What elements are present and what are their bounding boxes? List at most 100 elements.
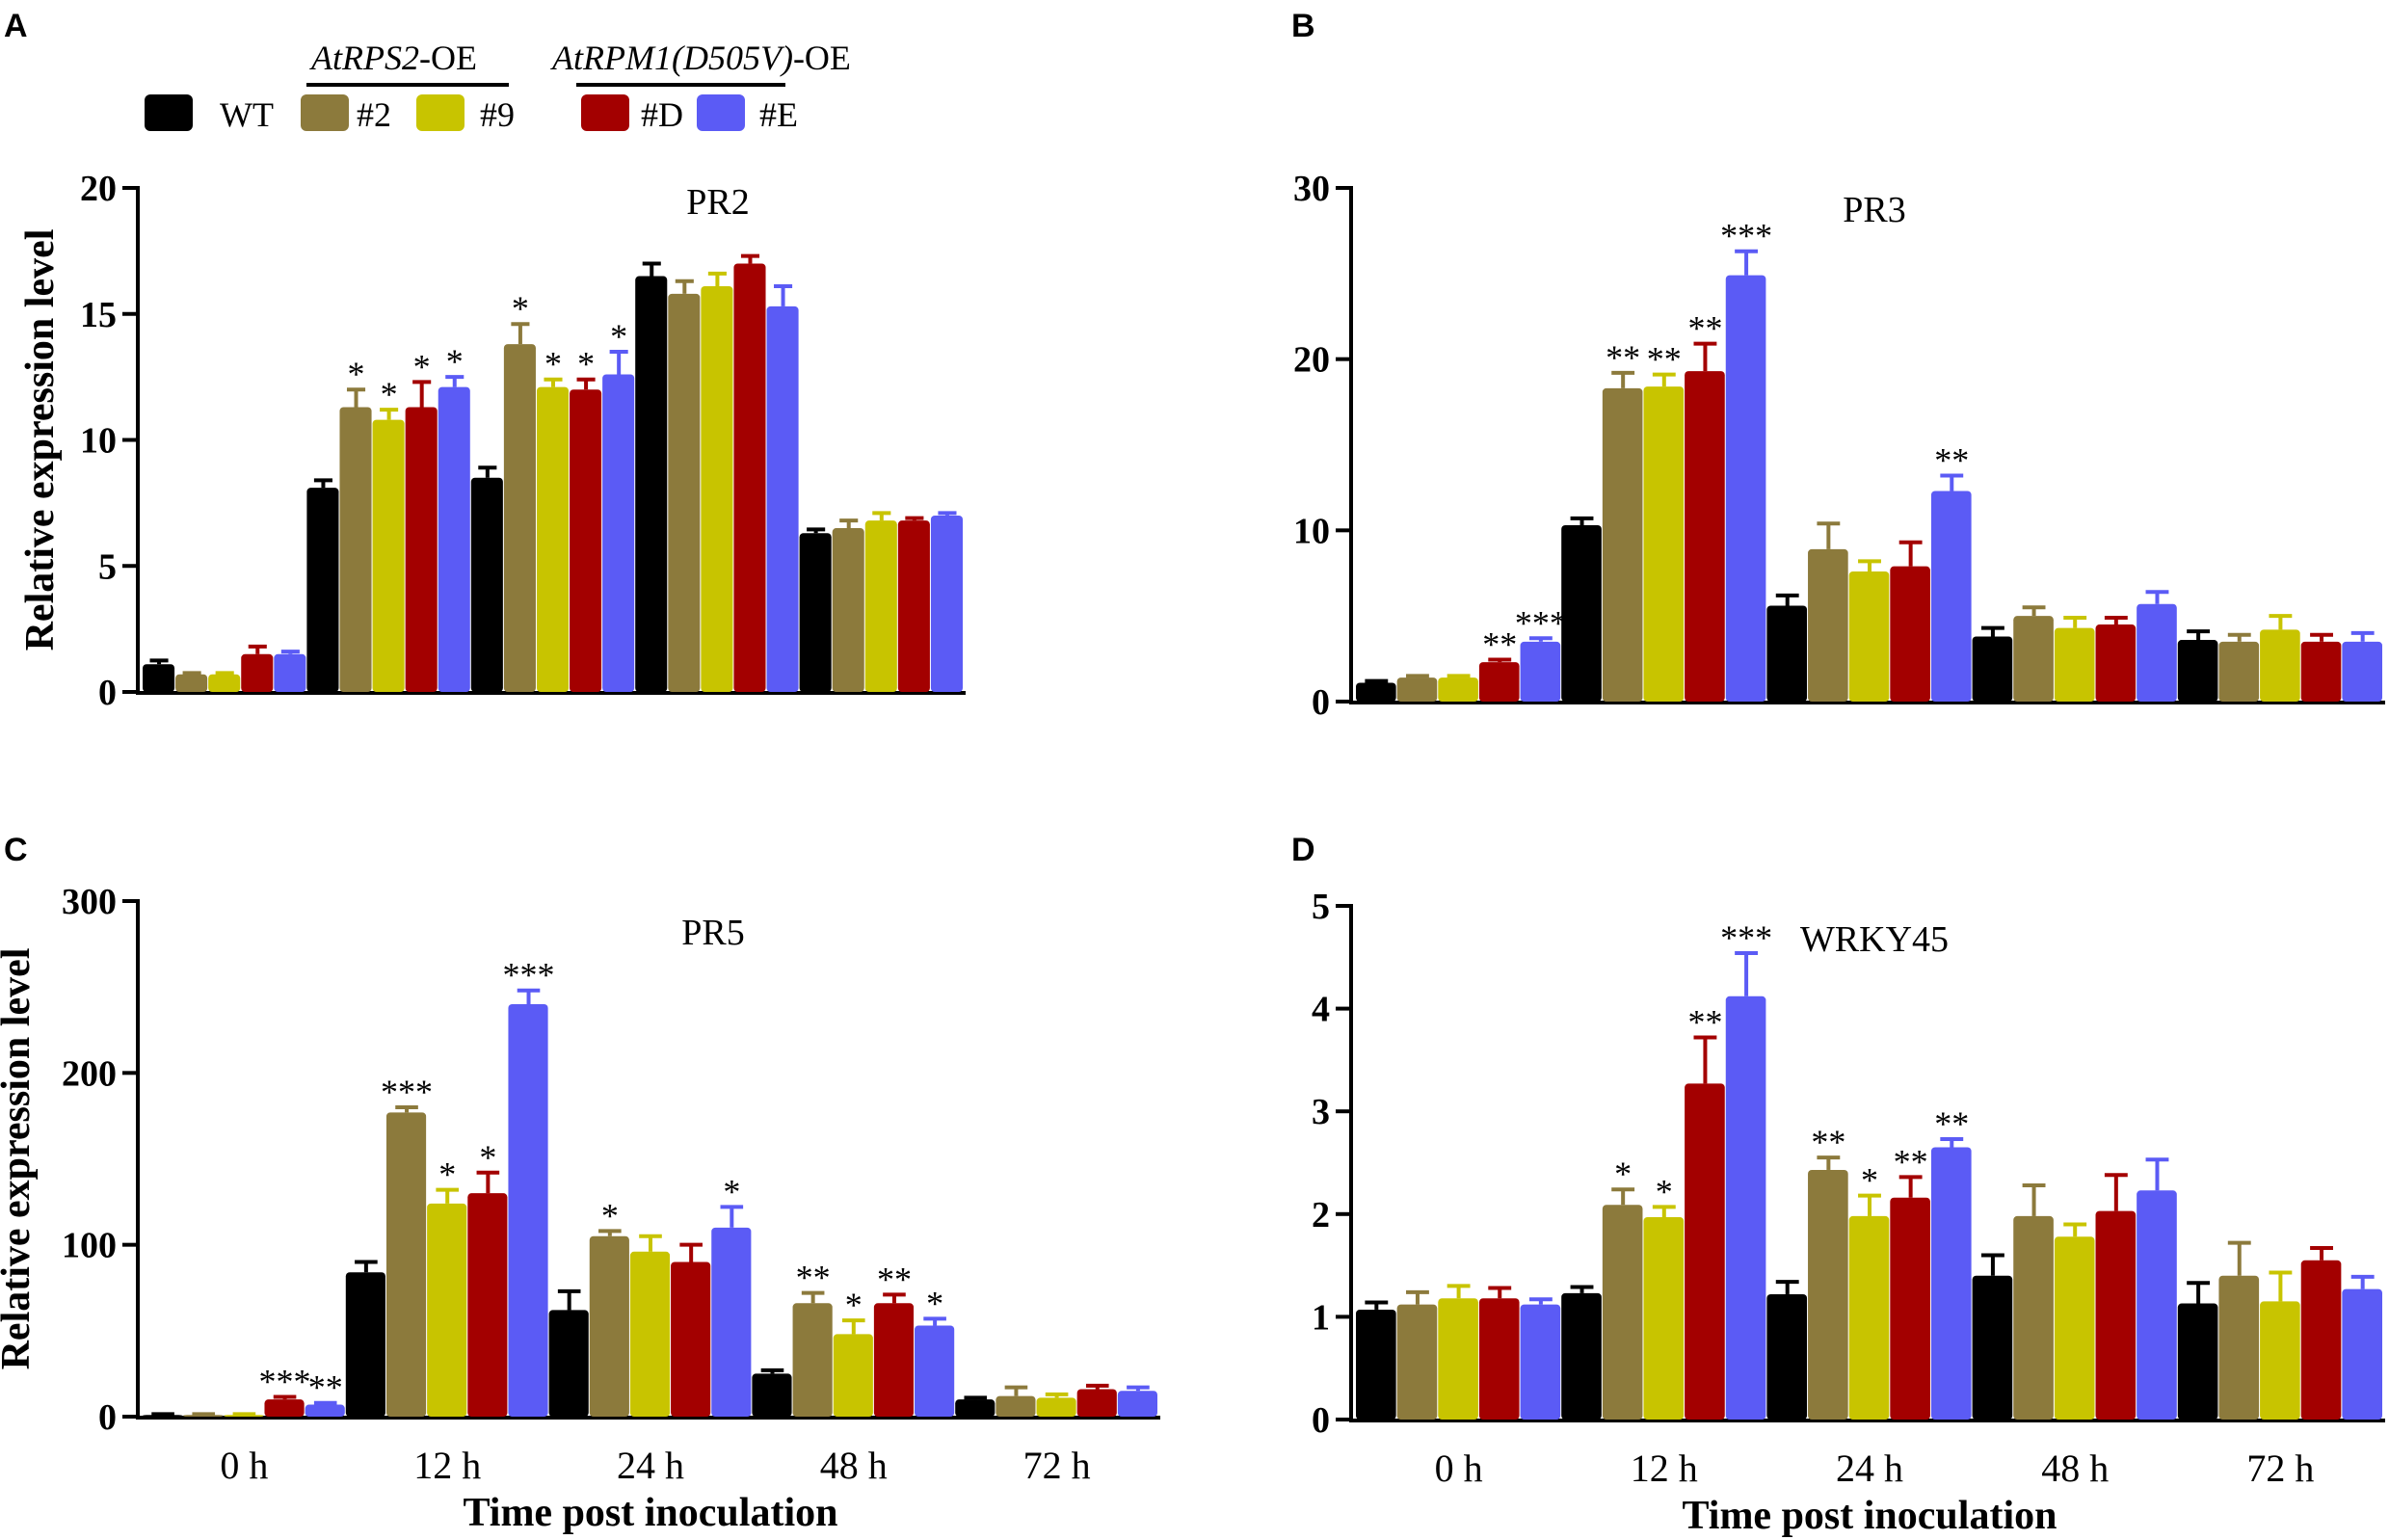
significance-label: * [446,342,464,381]
bar [405,407,438,692]
bar [1890,566,1930,702]
panel-a: A PR2 0 5 10 15 20 Relative expression level * * *… [4,8,966,713]
significance-label: ** [1687,1002,1722,1041]
legend-group-title-rpm1-suffix: -OE [793,39,851,77]
significance-label: * [479,1138,496,1177]
bar [385,1112,427,1417]
legend-group-title-rpm1-italic: AtRPM1(D505V) [550,39,793,77]
bar [832,528,864,692]
significance-label: ** [1894,1142,1928,1181]
significance-label: * [926,1284,943,1322]
bar [274,653,306,692]
bar [915,1325,955,1417]
bar [2095,1210,2137,1420]
bar [372,419,405,692]
significance-label: *** [381,1073,433,1111]
significance-label: ** [1606,338,1640,377]
y-tick-label: 10 [1293,511,1330,551]
bar [143,664,175,692]
significance-label: ** [1687,309,1722,348]
significance-label: ** [1647,340,1682,379]
bar [995,1395,1036,1417]
bar [1643,1216,1685,1420]
bar [438,386,470,692]
legend-swatch-1 [301,94,349,131]
x-axis-label: Time post inoculation [464,1491,838,1535]
bar [873,1303,915,1417]
significance-label: * [1614,1155,1632,1193]
bar [1117,1391,1157,1417]
bar [2300,1260,2342,1420]
significance-label: ** [1934,1104,1969,1143]
bar [339,407,372,692]
bar [2095,624,2137,702]
x-tick-label: 72 h [2246,1447,2314,1490]
significance-label: * [610,317,627,356]
bar [503,344,536,692]
y-tick-label: 20 [80,169,117,209]
bar [1602,387,1643,702]
significance-label: * [845,1286,863,1324]
significance-label: ** [308,1368,343,1407]
bar [1602,1205,1643,1420]
x-tick-label: 48 h [2041,1447,2109,1490]
y-tick-label: 10 [80,421,117,462]
significance-label: *** [259,1362,311,1400]
legend-swatch-3 [581,94,629,131]
x-tick-label: 24 h [1836,1447,1903,1490]
bar [864,520,897,692]
y-tick-label: 1 [1312,1297,1330,1338]
bar [1766,1293,1808,1420]
bar [1725,996,1766,1420]
panel-letter: D [1291,832,1315,868]
bar [1808,1169,1848,1420]
legend-label-0: WT [220,95,274,134]
y-tick-label: 5 [1312,887,1330,927]
x-tick-label: 72 h [1023,1444,1091,1487]
bar [1890,1197,1930,1420]
chart-title: PR2 [686,182,749,223]
bar [955,1399,995,1417]
y-tick-label: 5 [98,546,117,587]
bar [1766,605,1808,702]
legend-label-1: #2 [357,95,391,134]
bar [175,674,208,692]
bar [2013,616,2054,702]
y-tick-label: 0 [1312,1400,1330,1441]
bar [1685,371,1725,702]
bar [701,285,733,692]
significance-label: * [381,375,398,413]
y-tick-label: 0 [1312,682,1330,723]
bar [2013,1215,2054,1420]
bar [1076,1389,1117,1417]
bar [635,276,668,692]
bar [799,533,832,692]
bar [1478,662,1520,702]
bar [264,1399,305,1417]
significance-label: ** [1482,624,1517,663]
bar [1685,1083,1725,1420]
bar [2054,627,2095,702]
bar [711,1227,752,1417]
bar [470,477,503,692]
significance-label: *** [1720,918,1772,957]
bar [2137,603,2177,702]
bar [1972,636,2013,702]
bar [2218,641,2260,702]
bar [752,1373,792,1417]
bar [1396,677,1438,702]
bar [1478,1298,1520,1420]
bar [427,1203,467,1417]
significance-label: * [544,345,562,384]
bar [305,1404,345,1417]
y-axis-label: Relative expression level [0,948,39,1370]
significance-label: * [723,1172,740,1210]
bar [668,293,701,692]
bar [306,488,339,692]
y-tick-label: 0 [98,1397,117,1438]
bar [2342,641,2382,702]
